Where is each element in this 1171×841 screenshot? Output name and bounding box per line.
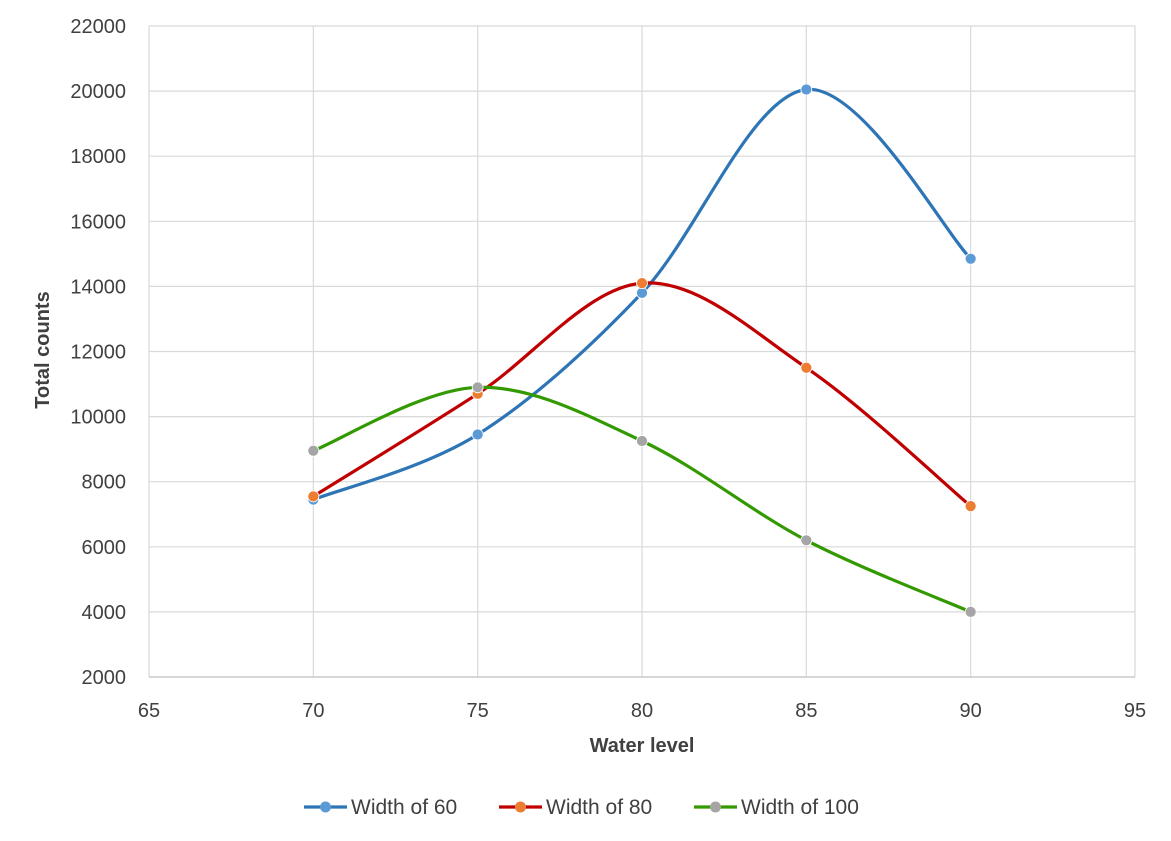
x-tick-label: 95 [1124,700,1146,722]
data-point-width-of-80 [307,490,320,503]
axes: 65 70 75 80 85 90 95 2000 4000 6000 8000 10000 12000… [70,16,1146,722]
y-tick-label: 18000 [70,146,126,168]
x-tick-label: 70 [302,700,324,722]
y-tick-label: 4000 [82,602,127,624]
data-point-width-of-100 [307,444,320,457]
data-point-width-of-100 [800,534,813,547]
legend-swatch-marker [710,801,721,813]
y-tick-label: 12000 [70,342,126,364]
legend-label: Width of 60 [351,796,457,819]
x-tick-label: 65 [138,700,160,722]
legend-item-width-of-100: Width of 100 [694,796,859,819]
data-point-width-of-60 [800,83,813,96]
series-line-width-of-60 [311,87,973,502]
legend-item-width-of-60: Width of 60 [304,796,457,819]
data-point-width-of-80 [800,361,813,374]
data-point-width-of-100 [964,606,977,618]
data-point-width-of-60 [471,428,484,441]
data-point-width-of-80 [636,277,648,290]
legend: Width of 60 Width of 80 Width of 100 [304,796,859,819]
data-point-width-of-60 [636,287,648,299]
gridlines [148,25,1136,678]
data-point-width-of-100 [471,381,484,394]
x-tick-label: 85 [795,700,817,722]
x-tick-label: 80 [631,700,653,722]
legend-swatch-marker [320,801,331,813]
y-tick-label: 20000 [70,81,126,103]
data-point-width-of-80 [964,500,977,513]
y-tick-label: 10000 [70,407,126,429]
y-tick-label: 14000 [70,276,126,298]
y-tick-label: 16000 [70,211,126,233]
legend-item-width-of-80: Width of 80 [499,796,652,819]
y-axis-title: Total counts [32,291,54,408]
x-axis-title: Water level [590,735,695,757]
y-tick-label: 6000 [82,537,127,559]
data-point-width-of-100 [636,435,648,447]
legend-label: Width of 100 [741,796,859,819]
x-tick-label: 90 [960,700,982,722]
x-tick-label: 75 [467,700,489,722]
legend-label: Width of 80 [546,796,652,819]
y-tick-label: 8000 [82,472,127,494]
y-tick-label: 2000 [82,667,127,689]
legend-swatch-marker [515,801,526,813]
series-markers [307,83,977,618]
data-point-width-of-60 [964,252,977,265]
y-tick-label: 22000 [70,16,126,38]
